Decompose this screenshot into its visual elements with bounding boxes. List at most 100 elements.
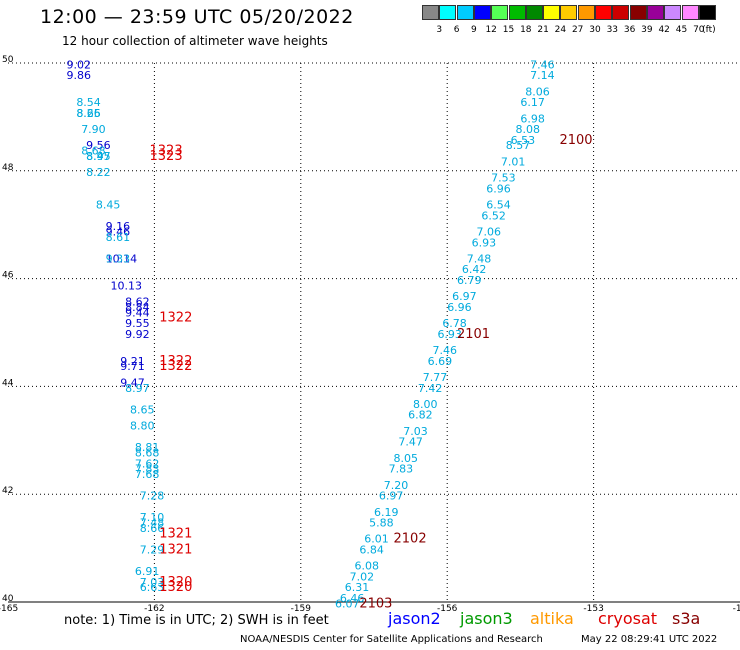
legend-swatch: [595, 5, 612, 20]
wave-height-value: 6.84: [359, 543, 384, 556]
wave-height-value: 6.17: [520, 96, 545, 109]
y-tick-label: 50: [2, 55, 14, 65]
wave-height-value: 8.54: [76, 96, 101, 109]
wave-height-value: 8.05: [394, 452, 419, 465]
legend-swatch: [646, 5, 664, 20]
legend-swatch: [473, 5, 491, 20]
legend-label: 27: [571, 25, 584, 35]
legend-swatch: [456, 5, 474, 20]
legend-swatch: [525, 5, 543, 20]
wave-height-value: 6.82: [408, 409, 433, 422]
wave-height-value: 9.16: [106, 220, 131, 233]
wave-height-value: 7.62: [135, 457, 160, 470]
wave-height-value: 7.47: [398, 436, 423, 449]
x-tick-label: -159: [291, 604, 312, 614]
legend-swatch: [560, 5, 578, 20]
wave-height-value: 6.53: [511, 134, 536, 147]
wave-height-value: 9.02: [67, 58, 92, 71]
wave-height-value: 7.29: [140, 543, 165, 556]
wave-height-value: 7.10: [140, 511, 165, 524]
wave-height-value: 6.19: [374, 506, 399, 519]
wave-height-value: 7.02: [350, 570, 375, 583]
wave-height-value: 6.07: [335, 597, 360, 610]
legend-label: 39: [641, 25, 653, 35]
wave-height-value: 8.65: [76, 107, 101, 120]
pass-time-label: 1321: [159, 526, 192, 541]
wave-height-value: 7.48: [467, 252, 492, 265]
legend-label: 33: [606, 25, 619, 35]
wave-height-value: 7.06: [476, 225, 501, 238]
legend-label: 18: [520, 25, 532, 35]
wave-height-value: 6.96: [447, 301, 472, 314]
legend-swatch: [698, 5, 716, 20]
legend-cryosat: cryosat: [598, 609, 658, 628]
wave-height-value: 6.69: [428, 355, 453, 368]
pass-time-label: 1322: [159, 359, 192, 374]
wave-height-value: 5.88: [369, 517, 394, 530]
wave-height-value: 8.22: [86, 166, 111, 179]
wave-height-value: 7.68: [135, 468, 160, 481]
y-tick-label: 44: [2, 378, 14, 388]
wave-height-value: 6.52: [481, 209, 506, 222]
y-tick-label: 40: [2, 594, 14, 604]
pass-time-label: 1320: [159, 575, 192, 590]
legend-swatch: [577, 5, 595, 20]
wave-height-value: 6.01: [364, 533, 389, 546]
legend-swatch: [422, 5, 439, 20]
legend-label: 24: [554, 25, 567, 35]
x-tick-label: -15: [733, 604, 740, 614]
pass-time-label: 2102: [394, 532, 427, 547]
credit-text: NOAA/NESDIS Center for Satellite Applica…: [240, 634, 543, 645]
wave-height-value: 10.14: [106, 252, 138, 265]
wave-height-value: 8.26: [76, 107, 101, 120]
wave-height-value: 7.03: [403, 425, 428, 438]
wave-height-value: 8.84: [125, 301, 149, 314]
wave-height-value: 8.45: [96, 199, 121, 212]
x-tick-label: -162: [144, 604, 164, 614]
footer-note: note: 1) Time is in UTC; 2) SWH is in fe…: [64, 613, 329, 628]
legend-label: 15: [502, 25, 515, 35]
wave-height-value: 8.95: [86, 150, 111, 163]
legend-altika: altika: [530, 609, 574, 628]
wave-height-value: 7.53: [491, 172, 516, 185]
wave-height-value: 8.08: [516, 123, 541, 136]
pass-time-label: 2103: [359, 596, 392, 611]
legend-swatch: [491, 5, 509, 20]
wave-height-value: 7.42: [418, 382, 443, 395]
wave-height-value: 8.80: [130, 420, 155, 433]
legend-jason3: jason3: [460, 609, 513, 628]
wave-height-value: 7.83: [389, 463, 414, 476]
wave-height-value: 9.71: [120, 360, 144, 373]
wave-height-value: 9.33: [106, 252, 131, 265]
legend-label: 21: [537, 25, 549, 35]
legend-swatch: [681, 5, 699, 20]
x-tick-label: -153: [583, 604, 603, 614]
wave-height-value: 6.79: [457, 274, 482, 287]
pass-time-label: 2100: [559, 133, 592, 148]
wave-height-value: 6.96: [486, 182, 511, 195]
wave-height-value: 8.68: [81, 145, 106, 158]
wave-height-value: 7.48: [140, 517, 165, 530]
wave-height-value: 7.20: [384, 479, 409, 492]
legend-label: 36: [623, 25, 636, 35]
wave-height-value: 6.08: [354, 560, 379, 573]
legend-swatch: [664, 5, 682, 20]
pass-time-label: 1322: [159, 354, 192, 369]
legend-swatch: [612, 5, 630, 20]
legend-swatch: [543, 5, 561, 20]
wave-height-value: 7.83: [135, 463, 160, 476]
wave-height-value: 9.46: [106, 225, 131, 238]
wave-height-value: 6.42: [462, 263, 487, 276]
legend-jason2: jason2: [388, 609, 441, 628]
wave-height-value: 7.28: [140, 490, 165, 503]
wave-height-value: 9.21: [120, 355, 144, 368]
wave-height-value: 8.47: [86, 150, 111, 163]
wave-height-value: 9.47: [120, 376, 144, 389]
legend-swatch: [629, 5, 647, 20]
y-tick-label: 46: [2, 271, 14, 281]
pass-time-label: 1320: [159, 580, 192, 595]
wave-height-value: 9.44: [125, 306, 149, 319]
page-title: 12:00 — 23:59 UTC 05/20/2022: [40, 6, 354, 28]
legend-label: 12: [485, 25, 497, 35]
